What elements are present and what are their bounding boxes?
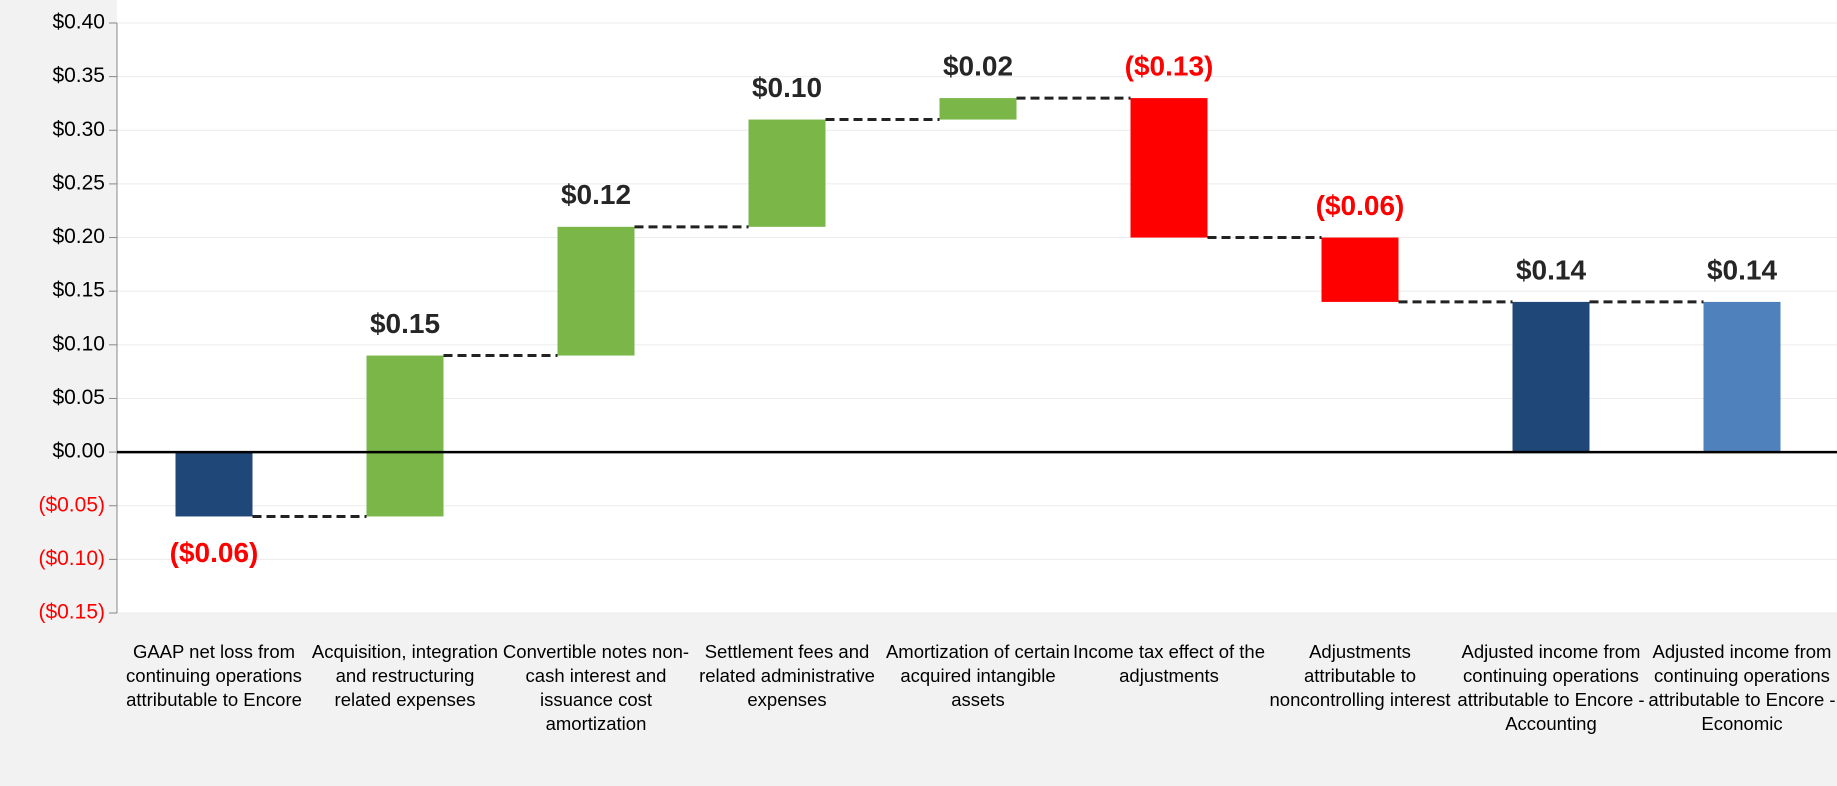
value-label: ($0.06) [170,537,259,568]
y-tick-label: $0.20 [52,225,105,248]
x-tick-label: Income tax effect of the adjustments [1073,641,1265,686]
bar [175,452,253,517]
y-tick-label: $0.30 [52,118,105,141]
x-tick-label: Settlement fees and related administrati… [699,641,875,710]
bar [1321,237,1399,302]
y-tick-label: $0.15 [52,279,105,302]
value-label: $0.12 [561,179,631,210]
value-label: $0.14 [1707,254,1777,285]
value-label: ($0.06) [1316,190,1405,221]
x-tick-label: GAAP net loss from continuing operations… [126,641,302,710]
bar [939,98,1017,120]
y-tick-label: $0.10 [52,332,105,355]
y-tick-label: ($0.15) [38,601,105,624]
bar [1130,98,1208,238]
y-tick-label: ($0.10) [38,547,105,570]
value-label: $0.15 [370,308,440,339]
y-tick-label: ($0.05) [38,493,105,516]
x-tick-label: Amortization of certain acquired intangi… [885,641,1071,710]
bar [748,119,826,227]
y-tick-label: $0.40 [52,11,105,34]
y-tick-label: $0.00 [52,440,105,463]
bar [557,226,635,356]
x-tick-label: Adjusted income from continuing operatio… [1648,641,1836,734]
value-label: $0.10 [752,72,822,103]
bar [1703,301,1781,453]
bar [1512,301,1590,453]
bar [366,355,444,517]
x-tick-label: Adjusted income from continuing operatio… [1457,641,1645,734]
value-label: ($0.13) [1125,50,1214,81]
x-tick-label: Adjustments attributable to noncontrolli… [1269,641,1451,710]
value-label: $0.02 [943,50,1013,81]
y-tick-label: $0.05 [52,386,105,409]
value-label: $0.14 [1516,254,1586,285]
y-tick-label: $0.25 [52,171,105,194]
x-tick-label: Convertible notes non-cash interest and … [502,641,690,734]
x-tick-label: Acquisition, integration and restructuri… [311,641,499,710]
y-tick-label: $0.35 [52,64,105,87]
